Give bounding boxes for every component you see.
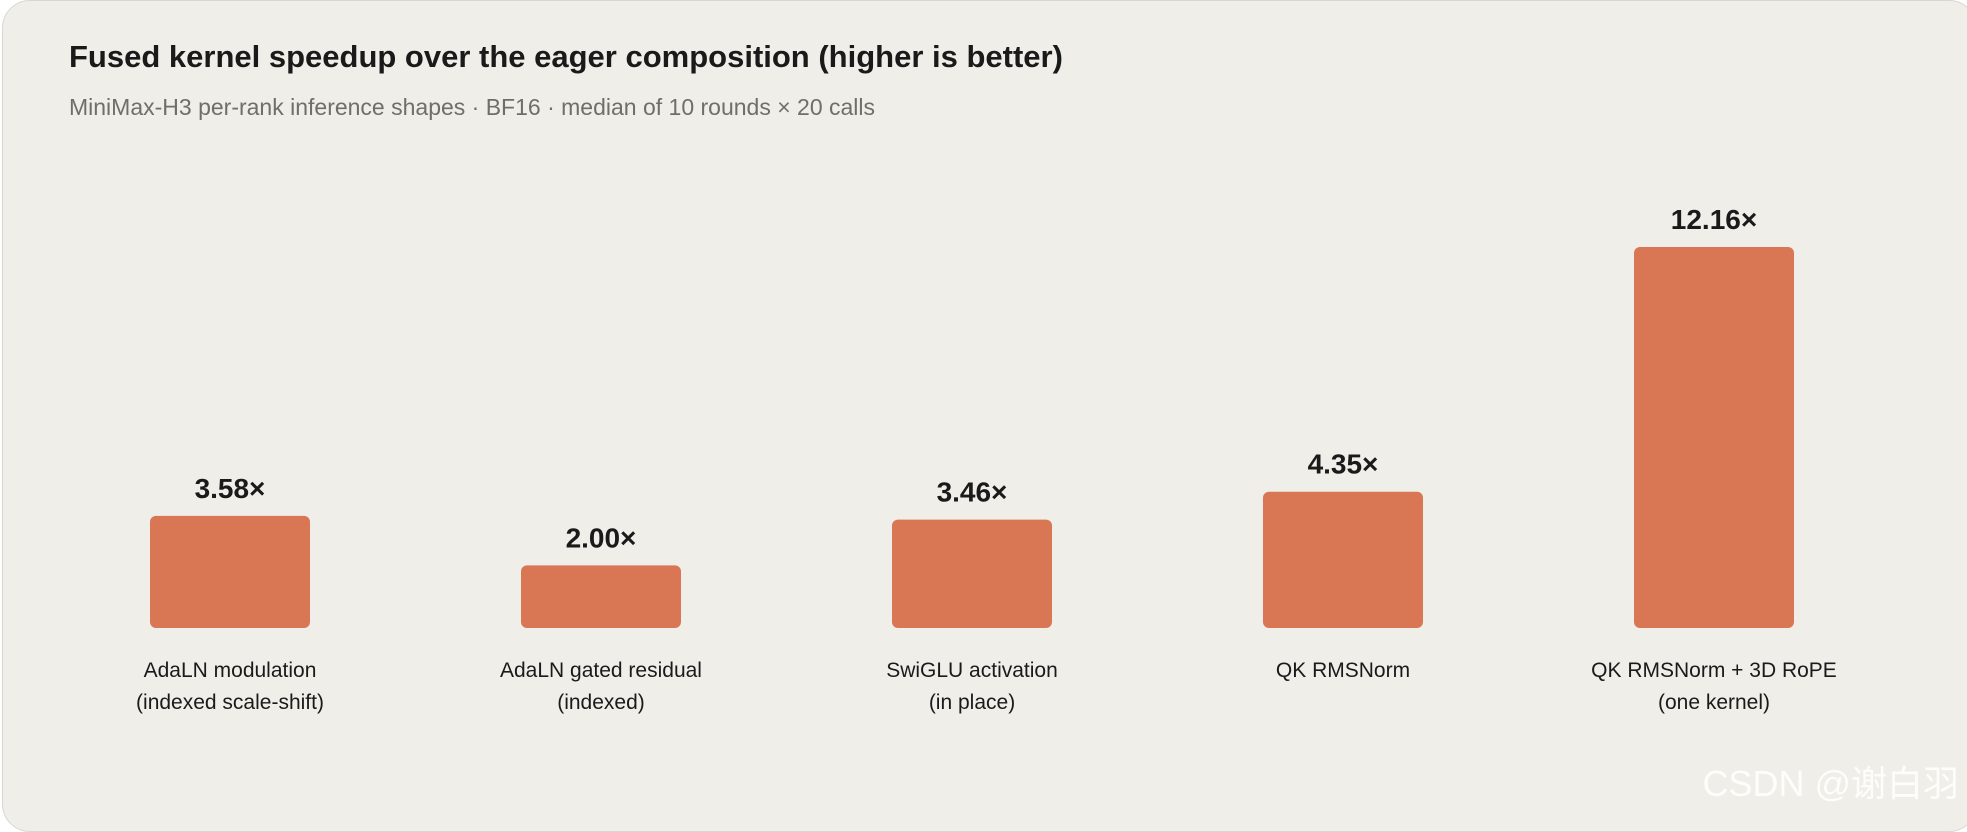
bar-4 xyxy=(1634,247,1794,628)
value-label-2: 3.46× xyxy=(937,477,1008,508)
value-label-4: 12.16× xyxy=(1671,204,1757,235)
category-label-0-line-1: (indexed scale-shift) xyxy=(136,691,324,714)
category-label-2-line-1: (in place) xyxy=(929,691,1015,714)
bar-1 xyxy=(521,565,681,628)
value-label-1: 2.00× xyxy=(566,522,637,553)
bar-0 xyxy=(150,516,310,628)
value-label-0: 3.58× xyxy=(195,473,266,504)
category-label-1-line-1: (indexed) xyxy=(557,691,645,714)
category-label-0-line-0: AdaLN modulation xyxy=(144,659,317,682)
category-label-3-line-0: QK RMSNorm xyxy=(1276,659,1410,682)
category-label-1-line-0: AdaLN gated residual xyxy=(500,659,702,682)
category-label-4-line-0: QK RMSNorm + 3D RoPE xyxy=(1591,659,1837,682)
bar-2 xyxy=(892,520,1052,628)
bar-3 xyxy=(1263,492,1423,628)
category-label-2-line-0: SwiGLU activation xyxy=(886,659,1058,682)
category-label-4-line-1: (one kernel) xyxy=(1658,691,1770,714)
value-label-3: 4.35× xyxy=(1308,449,1379,480)
watermark-text: CSDN @谢白羽 xyxy=(1702,755,1959,807)
